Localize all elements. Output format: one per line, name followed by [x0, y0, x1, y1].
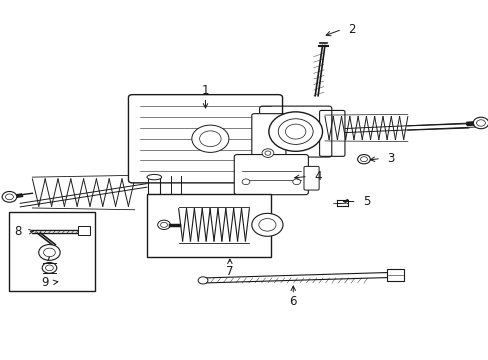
Circle shape	[262, 149, 273, 157]
Text: 8: 8	[14, 225, 21, 238]
Bar	[147, 194, 271, 257]
Circle shape	[264, 151, 270, 155]
Circle shape	[278, 119, 312, 144]
Circle shape	[5, 194, 13, 200]
Circle shape	[39, 244, 60, 260]
Circle shape	[198, 277, 207, 284]
FancyBboxPatch shape	[78, 226, 90, 235]
Circle shape	[242, 179, 249, 185]
FancyBboxPatch shape	[251, 114, 285, 178]
Text: 4: 4	[313, 170, 321, 183]
Ellipse shape	[147, 175, 161, 180]
Circle shape	[472, 117, 488, 129]
Circle shape	[158, 220, 170, 229]
Circle shape	[357, 154, 369, 164]
Circle shape	[2, 192, 17, 202]
Text: 2: 2	[347, 23, 355, 36]
FancyBboxPatch shape	[386, 269, 403, 281]
Circle shape	[199, 131, 221, 147]
Text: 9: 9	[41, 276, 48, 289]
Circle shape	[292, 179, 300, 185]
FancyBboxPatch shape	[128, 95, 282, 183]
FancyBboxPatch shape	[234, 154, 308, 195]
Circle shape	[191, 125, 228, 152]
Circle shape	[268, 112, 322, 151]
Bar	[9, 212, 95, 291]
Circle shape	[42, 262, 57, 273]
Circle shape	[251, 213, 283, 236]
FancyBboxPatch shape	[304, 166, 319, 190]
Circle shape	[360, 157, 366, 162]
Circle shape	[160, 222, 167, 227]
Text: 7: 7	[225, 265, 233, 278]
Text: 3: 3	[386, 152, 394, 165]
Circle shape	[285, 124, 305, 139]
Text: 5: 5	[362, 195, 369, 208]
Circle shape	[45, 265, 53, 271]
FancyBboxPatch shape	[319, 111, 344, 156]
Text: 1: 1	[202, 84, 209, 97]
Circle shape	[43, 248, 55, 257]
Text: 6: 6	[289, 296, 296, 309]
Circle shape	[258, 219, 275, 231]
Circle shape	[476, 120, 485, 126]
